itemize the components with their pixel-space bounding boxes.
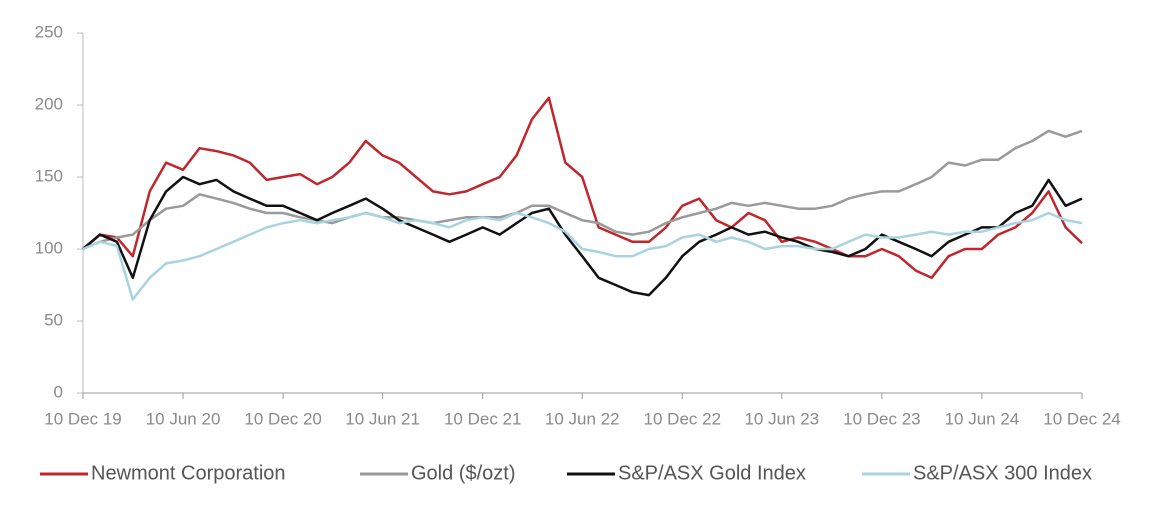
y-tick-label: 50 <box>44 310 63 329</box>
x-tick-label: 10 Dec 22 <box>644 409 722 428</box>
x-tick-label: 10 Jun 23 <box>744 409 819 428</box>
x-tick-label: 10 Dec 19 <box>44 409 122 428</box>
series-line <box>82 129 1083 251</box>
legend-label: S&P/ASX 300 Index <box>913 462 1092 484</box>
y-tick-label: 100 <box>35 238 63 257</box>
y-tick-label: 250 <box>35 22 63 41</box>
x-tick-label: 10 Jun 21 <box>345 409 420 428</box>
y-tick-label: 150 <box>35 166 63 185</box>
legend-label: Newmont Corporation <box>91 462 286 484</box>
x-tick-label: 10 Dec 23 <box>843 409 921 428</box>
y-tick-label: 0 <box>54 382 63 401</box>
legend-label: S&P/ASX Gold Index <box>618 462 806 484</box>
x-tick-label: 10 Dec 20 <box>244 409 322 428</box>
y-tick-label: 200 <box>35 94 63 113</box>
series-line <box>82 211 1083 301</box>
x-tick-label: 10 Dec 24 <box>1043 409 1121 428</box>
x-tick-label: 10 Jun 22 <box>545 409 620 428</box>
x-tick-label: 10 Jun 20 <box>146 409 221 428</box>
series-line <box>82 175 1083 297</box>
x-tick-label: 10 Jun 24 <box>945 409 1020 428</box>
series-line <box>82 96 1083 280</box>
x-tick-label: 10 Dec 21 <box>444 409 522 428</box>
legend-label: Gold ($/ozt) <box>411 462 515 484</box>
